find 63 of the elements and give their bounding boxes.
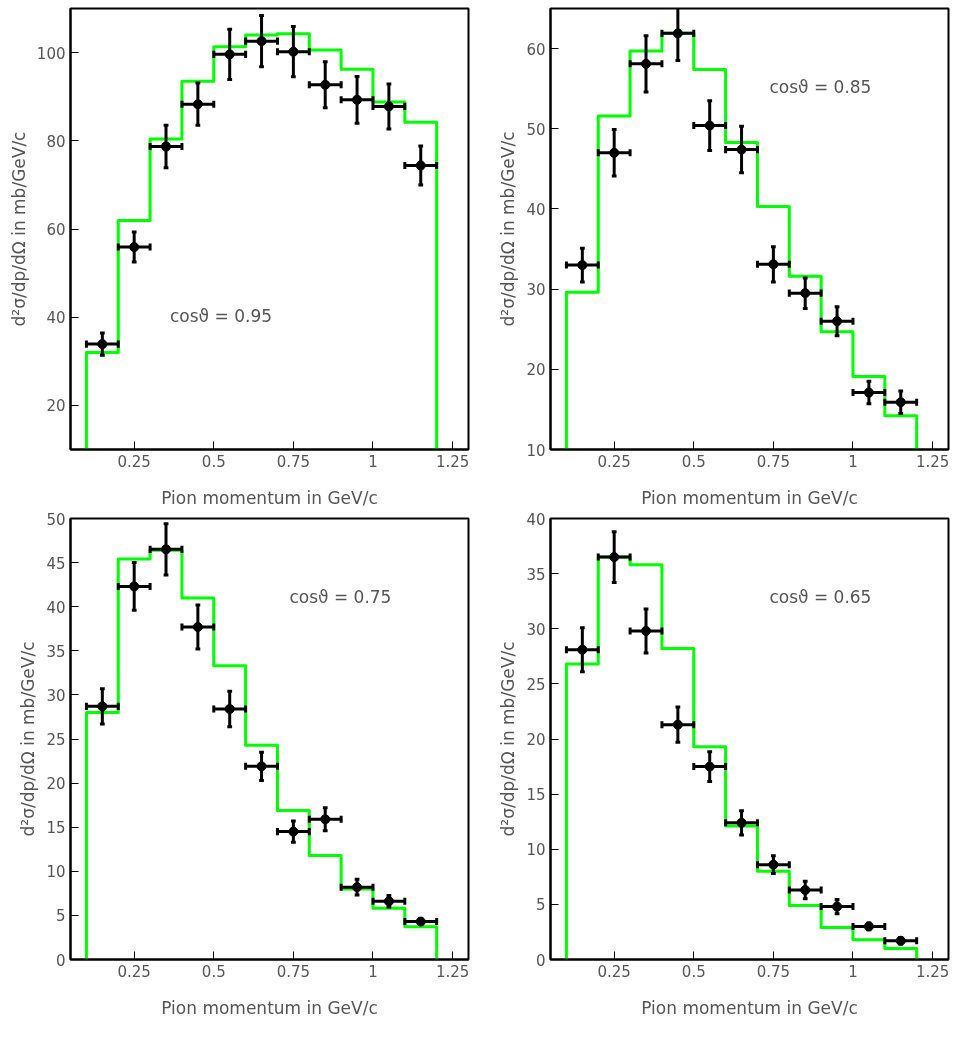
y-tick-label: 100 <box>36 44 66 63</box>
y-axis-title: d²σ/dp/dΩ in mb/GeV/c <box>498 131 519 327</box>
annotation: cosϑ = 0.75 <box>289 586 392 607</box>
y-tick-label: 20 <box>46 775 66 794</box>
x-tick-label: 0.75 <box>276 962 311 981</box>
y-tick-label: 25 <box>526 675 546 694</box>
x-tick-label: 0.75 <box>276 452 311 471</box>
annotation: cosϑ = 0.95 <box>170 306 273 327</box>
x-tick-label: 0.75 <box>756 962 791 981</box>
y-tick-label: 40 <box>46 309 66 328</box>
x-tick-label: 1 <box>848 452 858 471</box>
x-tick-label: 0.25 <box>117 452 151 471</box>
x-axis-title: Pion momentum in GeV/c <box>161 997 378 1018</box>
x-axis-title: Pion momentum in GeV/c <box>641 997 858 1018</box>
y-tick-label: 10 <box>526 841 546 860</box>
y-tick-label: 40 <box>526 510 546 529</box>
y-tick-label: 0 <box>535 951 546 970</box>
y-tick-label: 10 <box>46 863 66 882</box>
x-tick-label: 1.25 <box>435 452 470 471</box>
x-tick-label: 1 <box>368 452 378 471</box>
y-tick-label: 30 <box>526 281 546 300</box>
y-tick-label: 30 <box>46 686 66 705</box>
y-tick-label: 5 <box>55 907 66 926</box>
x-tick-label: 0.25 <box>597 452 631 471</box>
y-tick-label: 30 <box>526 620 546 639</box>
x-axis-title: Pion momentum in GeV/c <box>161 487 378 508</box>
y-tick-label: 60 <box>46 221 66 239</box>
x-tick-label: 0.75 <box>756 452 791 471</box>
y-tick-label: 15 <box>46 819 66 838</box>
y-tick-label: 50 <box>46 510 66 529</box>
x-tick-label: 1 <box>848 962 858 981</box>
y-axis-title: d²σ/dp/dΩ in mb/GeV/c <box>18 641 39 837</box>
y-tick-label: 25 <box>46 731 66 749</box>
x-tick-label: 0.5 <box>681 962 706 981</box>
y-axis-title: d²σ/dp/dΩ in mb/GeV/c <box>8 131 29 327</box>
y-tick-label: 80 <box>46 132 66 151</box>
y-tick-label: 40 <box>526 200 546 219</box>
x-tick-label: 1.25 <box>435 962 470 981</box>
annotation: cosϑ = 0.65 <box>769 586 872 607</box>
y-tick-label: 5 <box>535 896 546 915</box>
x-tick-label: 1.25 <box>915 962 950 981</box>
annotation: cosϑ = 0.85 <box>769 76 872 97</box>
x-tick-label: 1.25 <box>915 452 950 471</box>
y-axis-title: d²σ/dp/dΩ in mb/GeV/c <box>498 641 519 837</box>
y-tick-label: 15 <box>526 786 546 805</box>
y-tick-label: 35 <box>46 642 66 661</box>
x-tick-label: 0.25 <box>117 962 151 981</box>
y-tick-label: 60 <box>526 40 546 59</box>
y-tick-label: 10 <box>526 441 546 460</box>
y-tick-label: 35 <box>526 565 546 584</box>
x-tick-label: 0.25 <box>597 962 631 981</box>
y-tick-label: 40 <box>46 598 66 617</box>
x-tick-label: 0.5 <box>201 962 226 981</box>
y-tick-label: 20 <box>46 397 66 416</box>
x-tick-label: 0.5 <box>201 452 226 471</box>
y-tick-label: 20 <box>526 731 546 749</box>
y-tick-label: 50 <box>526 120 546 139</box>
x-tick-label: 1 <box>368 962 378 981</box>
x-tick-label: 0.5 <box>681 452 706 471</box>
y-tick-label: 45 <box>46 554 66 573</box>
x-axis-title: Pion momentum in GeV/c <box>641 487 858 508</box>
y-tick-label: 20 <box>526 361 546 380</box>
y-tick-label: 0 <box>55 951 66 970</box>
